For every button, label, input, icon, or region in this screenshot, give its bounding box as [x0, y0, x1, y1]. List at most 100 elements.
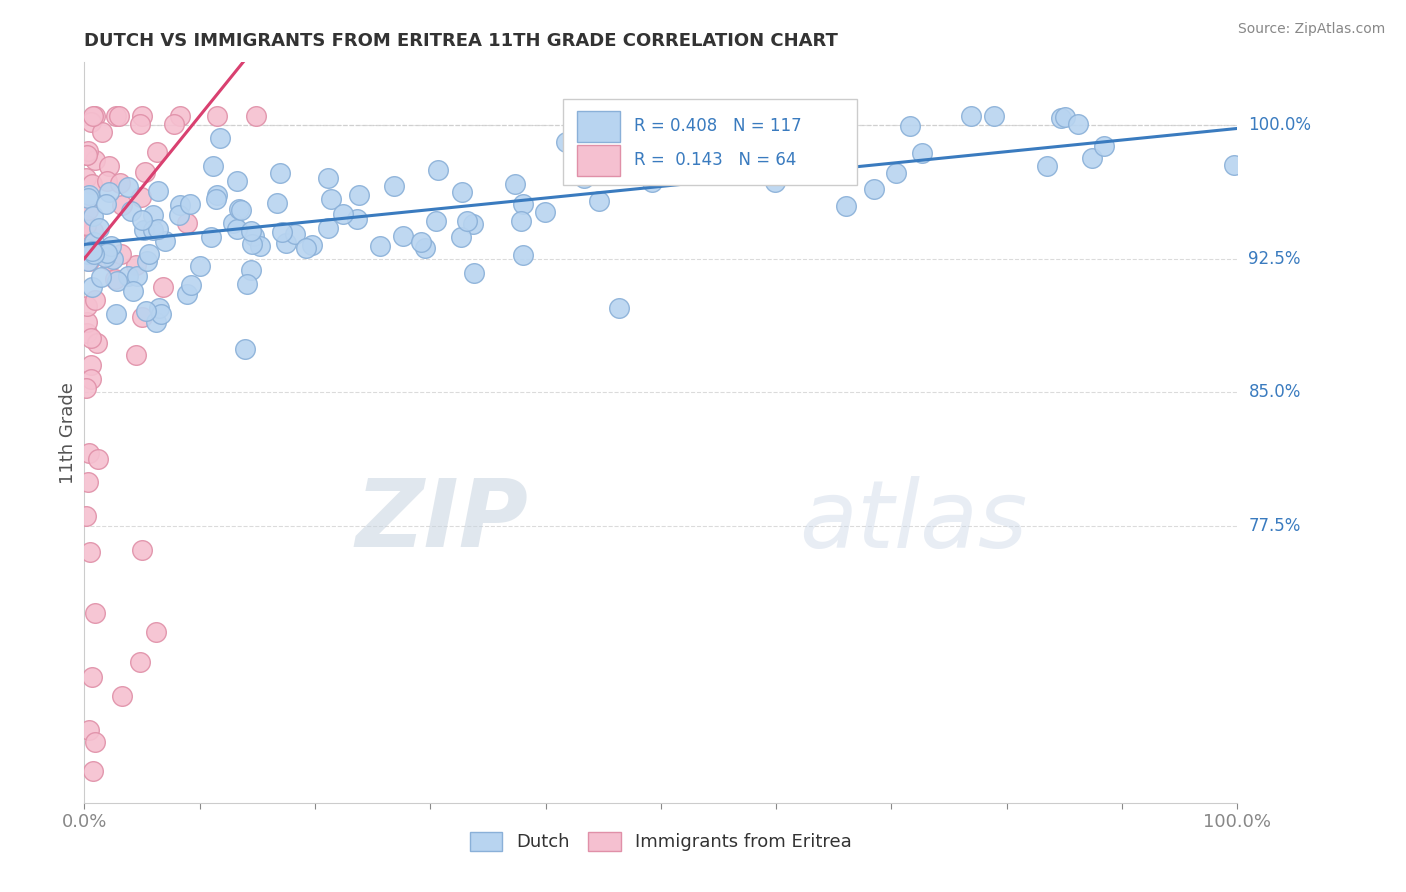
Point [129, 190, 152, 204]
Point [368, 239, 391, 253]
Point [180, 277, 202, 292]
Point [1049, 112, 1071, 126]
Point [1035, 160, 1057, 174]
Point [512, 248, 534, 262]
Point [142, 208, 165, 222]
Point [82, 764, 104, 779]
Point [409, 235, 432, 249]
Point [98, 253, 121, 268]
Text: 85.0%: 85.0% [1249, 384, 1301, 401]
Point [90, 269, 112, 284]
Point [510, 214, 533, 228]
Point [235, 342, 257, 356]
Point [83, 246, 105, 260]
Point [83, 293, 105, 307]
Point [80, 244, 103, 259]
Point [132, 223, 155, 237]
Point [1081, 151, 1104, 165]
Point [80, 236, 103, 251]
Point [76, 475, 98, 490]
Point [79, 545, 101, 559]
Point [512, 197, 534, 211]
Point [201, 159, 224, 173]
Point [87, 221, 110, 235]
Point [347, 187, 370, 202]
Point [294, 241, 316, 255]
Bar [576, 145, 620, 176]
Point [1092, 139, 1115, 153]
Point [463, 267, 485, 281]
Point [269, 166, 291, 180]
Point [152, 279, 174, 293]
Point [898, 119, 921, 133]
Point [239, 224, 262, 238]
Point [235, 277, 257, 291]
Point [229, 203, 252, 218]
Point [80, 244, 103, 258]
Legend: Dutch, Immigrants from Eritrea: Dutch, Immigrants from Eritrea [461, 823, 860, 861]
Point [821, 161, 844, 175]
Point [284, 227, 307, 241]
Point [169, 109, 191, 123]
Point [131, 109, 153, 123]
Point [80, 115, 103, 129]
Point [332, 207, 354, 221]
Point [77, 188, 100, 202]
Point [207, 187, 229, 202]
Point [111, 198, 134, 212]
Point [167, 208, 190, 222]
Text: Source: ZipAtlas.com: Source: ZipAtlas.com [1237, 22, 1385, 37]
Text: R =  0.143   N = 64: R = 0.143 N = 64 [634, 151, 797, 169]
Point [413, 241, 436, 255]
Point [271, 225, 294, 239]
Point [75, 148, 97, 162]
Point [763, 175, 786, 189]
Point [75, 171, 97, 186]
Point [75, 218, 97, 232]
Point [125, 348, 148, 362]
Point [131, 212, 153, 227]
Point [190, 259, 212, 273]
Point [76, 191, 98, 205]
Point [82, 242, 104, 256]
Point [122, 284, 145, 298]
Point [80, 331, 103, 345]
Point [108, 109, 131, 123]
Point [240, 237, 263, 252]
Text: 100.0%: 100.0% [1249, 116, 1312, 134]
Point [110, 247, 132, 261]
Point [76, 253, 98, 268]
Point [128, 655, 150, 669]
Point [82, 224, 104, 238]
Point [108, 177, 131, 191]
Point [145, 624, 167, 639]
Point [146, 145, 169, 159]
Point [572, 171, 595, 186]
Point [863, 182, 886, 196]
Point [76, 326, 98, 340]
Point [1223, 158, 1246, 172]
Point [316, 221, 339, 235]
Point [503, 177, 526, 191]
Point [82, 177, 104, 191]
Point [125, 269, 148, 284]
Point [104, 109, 127, 123]
Point [77, 446, 100, 460]
Point [131, 543, 153, 558]
Point [142, 223, 165, 237]
Point [205, 109, 228, 123]
Point [554, 136, 576, 150]
Point [120, 203, 142, 218]
Point [105, 307, 128, 321]
Point [153, 234, 176, 248]
Point [148, 301, 170, 316]
Point [77, 202, 100, 217]
Point [96, 246, 118, 260]
Point [581, 153, 603, 167]
Point [200, 230, 222, 244]
Point [80, 358, 103, 372]
Point [83, 109, 105, 123]
Point [301, 237, 323, 252]
Point [98, 159, 121, 173]
Point [83, 235, 105, 249]
